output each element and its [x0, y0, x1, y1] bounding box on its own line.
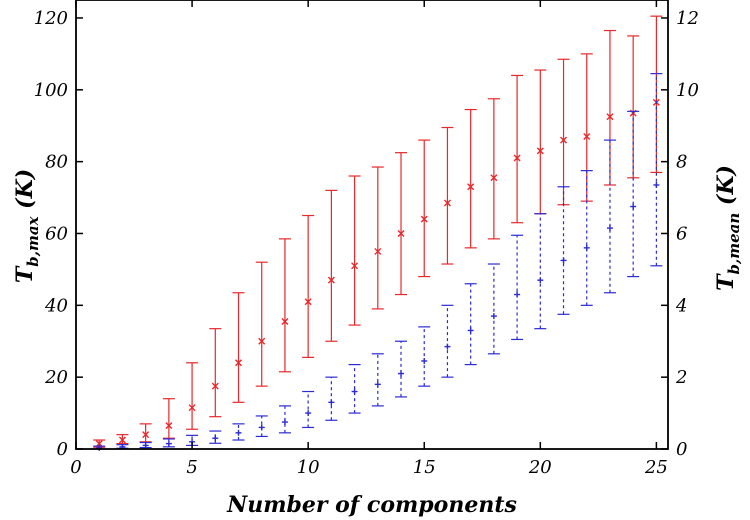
right-axis-title-sub: b,mean	[725, 213, 743, 275]
errorbar-point-s2	[93, 444, 106, 451]
right-y-tick-label: 2	[675, 367, 687, 388]
x-tick-label: 10	[297, 457, 320, 478]
errorbar-point-s2	[325, 376, 338, 421]
errorbar-point-s2	[534, 213, 547, 330]
marker-x	[235, 359, 243, 367]
errorbar-point-s1	[487, 98, 500, 240]
marker-x	[397, 229, 405, 237]
errorbar-point-s2	[395, 340, 408, 398]
marker-x	[560, 136, 568, 144]
errorbar-point-s2	[348, 363, 361, 414]
errorbar-point-s2	[487, 263, 500, 355]
errorbar-point-s2	[232, 423, 245, 441]
marker-x	[467, 183, 475, 191]
right-y-tick-label: 8	[676, 152, 687, 173]
errorbar-point-s2	[650, 73, 663, 267]
x-axis-title: Number of components	[226, 492, 517, 518]
left-y-tick-label: 0	[57, 439, 68, 460]
left-axis-title: Tb,max (K)	[12, 169, 42, 283]
left-y-tick-label: 20	[44, 367, 68, 388]
errorbar-point-s1	[209, 328, 222, 418]
errorbar-point-s2	[627, 110, 640, 278]
errorbar-point-s2	[557, 186, 570, 315]
errorbar-point-s1	[162, 398, 175, 439]
x-tick-label: 0	[70, 457, 81, 478]
marker-x	[327, 276, 335, 284]
errorbar-point-s1	[302, 214, 315, 359]
errorbar-point-s2	[580, 170, 593, 306]
right-axis-title-unit: (K)	[713, 165, 739, 213]
errorbar-point-s1	[371, 166, 384, 310]
errorbar-point-s2	[371, 353, 384, 407]
errorbar-point-s2	[302, 390, 315, 429]
marker-x	[281, 317, 289, 325]
left-y-tick-label: 80	[45, 152, 68, 173]
errorbar-point-s1	[139, 423, 152, 443]
marker-x	[583, 133, 591, 140]
plot-frame	[75, 0, 669, 450]
x-tick-label: 15	[413, 457, 436, 478]
errorbar-point-s1	[325, 189, 338, 342]
errorbar-point-s1	[255, 261, 268, 387]
marker-x	[165, 422, 173, 430]
right-axis-title: Tb,mean (K)	[713, 165, 743, 291]
errorbar-point-s2	[418, 326, 431, 387]
right-y-tick-label: 12	[676, 8, 699, 29]
errorbar-point-s2	[139, 441, 152, 449]
series-layer	[93, 15, 663, 451]
marker-x	[490, 174, 498, 182]
errorbar-point-s1	[278, 238, 291, 373]
errorbar-point-s2	[603, 139, 616, 294]
right-y-tick-label: 0	[676, 439, 687, 460]
errorbar-point-s2	[162, 438, 175, 448]
marker-x	[258, 337, 266, 345]
errorbar-point-s1	[603, 29, 616, 186]
marker-x	[188, 404, 196, 412]
errorbar-point-s1	[441, 126, 454, 265]
errorbar-point-s1	[557, 58, 570, 206]
marker-x	[420, 215, 428, 223]
left-axis-title-unit: (K)	[12, 169, 38, 217]
marker-x	[374, 247, 382, 255]
errorbar-point-s2	[511, 234, 524, 341]
left-y-tick-label: 40	[44, 295, 68, 316]
errorbar-point-s1	[511, 74, 524, 224]
errorbar-point-s1	[186, 362, 199, 430]
errorbar-point-s1	[534, 69, 547, 215]
left-y-tick-label: 120	[34, 8, 68, 29]
marker-x	[142, 431, 150, 439]
right-y-tick-label: 6	[676, 223, 687, 244]
errorbar-point-s1	[232, 292, 245, 403]
errorbar-point-s1	[418, 139, 431, 278]
marker-x	[536, 147, 544, 155]
errorbar-point-s1	[395, 152, 408, 296]
left-axis-title-sub: b,max	[24, 215, 42, 266]
marker-x	[351, 262, 359, 270]
errorbar-point-s1	[348, 175, 361, 326]
marker-x	[513, 154, 521, 162]
marker-x	[118, 436, 126, 444]
marker-x	[304, 298, 312, 306]
left-y-tick-label: 100	[34, 80, 68, 101]
x-tick-label: 20	[528, 457, 552, 478]
left-y-tick-label: 60	[45, 223, 68, 244]
right-y-tick-label: 4	[675, 295, 687, 316]
x-tick-label: 25	[644, 457, 668, 478]
left-axis-title-main: T	[12, 265, 38, 283]
right-y-tick-label: 10	[676, 80, 699, 101]
errorbar-point-s2	[464, 283, 477, 366]
ticks-layer: 0 5 10 15 20 25 0 20 40 60 80 100 120 0 2 4 6 8 10 12	[34, 0, 699, 478]
errorbar-point-s2	[255, 415, 268, 438]
x-tick-label: 5	[186, 457, 197, 478]
errorbar-point-s2	[209, 430, 222, 444]
right-axis-title-main: T	[713, 273, 739, 291]
errorbar-point-s2	[441, 304, 454, 378]
errorbar-point-s1	[116, 434, 129, 445]
errorbar-point-s1	[464, 108, 477, 249]
errorbar-point-s2	[278, 405, 291, 434]
marker-x	[211, 382, 219, 390]
marker-x	[606, 113, 614, 121]
marker-x	[443, 199, 451, 207]
